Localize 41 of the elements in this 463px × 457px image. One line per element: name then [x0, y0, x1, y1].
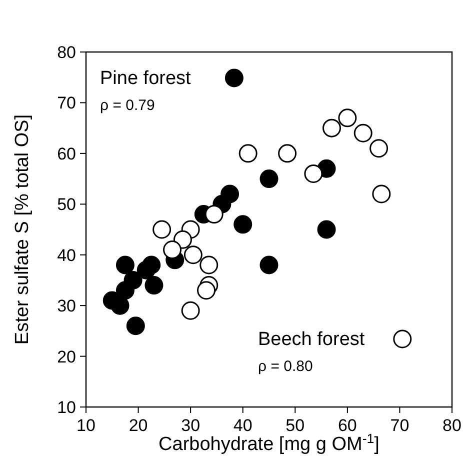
point	[322, 118, 341, 138]
x-tick-label: 80	[442, 416, 462, 435]
y-tick-label: 50	[57, 195, 76, 214]
y-tick-label: 30	[57, 296, 76, 316]
y-tick-label: 10	[57, 398, 76, 417]
point	[184, 246, 202, 264]
y-tick-label: 60	[57, 144, 76, 164]
point	[260, 170, 278, 188]
annotation: ρ = 0.80	[258, 358, 313, 375]
point	[197, 281, 216, 300]
x-tick-label: 10	[76, 416, 96, 435]
point	[260, 256, 278, 274]
point	[304, 164, 323, 183]
point	[234, 215, 252, 234]
point	[372, 184, 391, 204]
point	[163, 240, 182, 260]
point	[144, 276, 164, 295]
legend-label: Beech forest	[258, 329, 366, 350]
y-tick-label: 40	[57, 246, 76, 265]
legend-label: Pine forest	[100, 68, 192, 89]
annotation: ρ = 0.79	[100, 97, 155, 114]
point	[116, 256, 134, 274]
y-tick-label: 80	[57, 43, 76, 62]
x-tick-label: 70	[390, 416, 410, 435]
point	[136, 260, 156, 280]
point	[126, 316, 145, 336]
point	[354, 124, 372, 142]
point	[317, 220, 336, 239]
point	[116, 281, 134, 300]
point	[152, 220, 172, 239]
point	[200, 256, 218, 274]
point	[338, 108, 357, 128]
y-tick-label: 20	[57, 347, 76, 366]
x-tick-label: 20	[128, 416, 148, 435]
point	[204, 205, 224, 224]
point	[181, 301, 200, 320]
point	[278, 144, 297, 163]
y-tick-label: 70	[57, 94, 76, 113]
point	[238, 144, 258, 163]
y-axis-title: Ester sulfate S [% total OS]	[12, 114, 33, 345]
point	[370, 139, 388, 158]
